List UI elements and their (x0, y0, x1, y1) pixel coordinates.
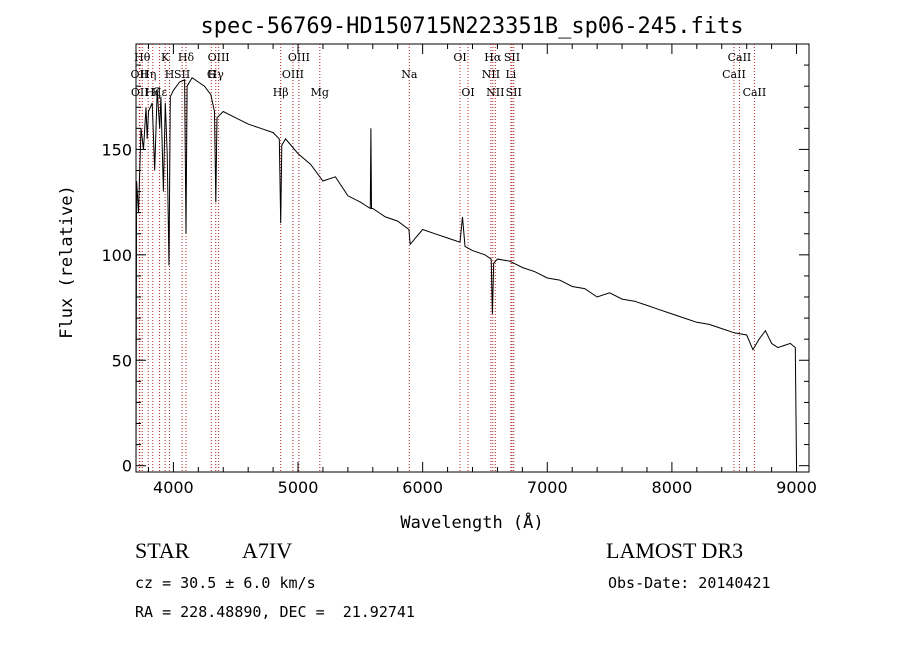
observation-date: Obs-Date: 20140421 (608, 574, 771, 592)
line-marker-label: OII (131, 68, 149, 81)
line-marker-label: Hγ (208, 68, 225, 81)
line-marker-label: Hα (484, 51, 502, 64)
redshift-cz: cz = 30.5 ± 6.0 km/s (135, 574, 316, 592)
line-marker-label: CaII (722, 68, 746, 81)
object-subclass: A7IV (242, 538, 293, 563)
x-tick-label: 6000 (402, 478, 443, 497)
line-markers (138, 44, 755, 472)
line-marker-label: SII (504, 51, 520, 64)
y-tick-label: 100 (101, 246, 132, 265)
line-marker-label: Hθ (134, 51, 151, 64)
line-marker-label: H (165, 68, 175, 81)
survey-name: LAMOST DR3 (606, 538, 744, 563)
object-class: STAR (135, 538, 190, 563)
line-marker-label: Hδ (178, 51, 195, 64)
line-marker-label: Mg (311, 86, 329, 99)
line-marker-label: OII (131, 86, 149, 99)
line-marker-label: Hη (140, 68, 156, 81)
y-tick-label: 150 (101, 140, 132, 159)
axis-ticks: 4000 5000 6000 7000 8000 9000 0 50 100 150 (101, 44, 817, 497)
line-marker-label: G (207, 68, 216, 81)
line-marker-label: Li (505, 68, 516, 81)
line-marker-label: CaII (743, 86, 767, 99)
line-marker-label: Na (401, 68, 418, 81)
line-marker-label: Hβ (273, 86, 289, 99)
line-marker-label: OI (461, 86, 474, 99)
line-marker-label: SII (506, 86, 522, 99)
chart-title: spec-56769-HD150715N223351B_sp06-245.fit… (200, 14, 743, 39)
line-marker-label: OI (453, 51, 466, 64)
line-marker-label: CaII (728, 51, 752, 64)
x-tick-label: 4000 (153, 478, 194, 497)
x-axis-label: Wavelength (Å) (400, 511, 543, 533)
x-tick-label: 7000 (527, 478, 568, 497)
line-marker-label: OIII (288, 51, 310, 64)
x-tick-label: 9000 (776, 478, 817, 497)
x-tick-label: 5000 (278, 478, 319, 497)
line-marker-label: OIII (208, 51, 230, 64)
line-marker-label: K (161, 51, 170, 64)
line-marker-label: NII (482, 68, 500, 81)
coordinates: RA = 228.48890, DEC = 21.92741 (135, 603, 415, 621)
line-marker-label: NII (486, 86, 504, 99)
y-tick-label: 0 (122, 457, 132, 476)
line-marker-label: OIII (282, 68, 304, 81)
line-marker-label: Hε (152, 86, 168, 99)
line-marker-label: SII (174, 68, 190, 81)
spectrum-line (135, 76, 797, 466)
x-tick-label: 8000 (652, 478, 693, 497)
y-axis-label: Flux (relative) (57, 185, 77, 339)
y-tick-label: 50 (112, 351, 132, 370)
plot-frame (135, 43, 810, 473)
